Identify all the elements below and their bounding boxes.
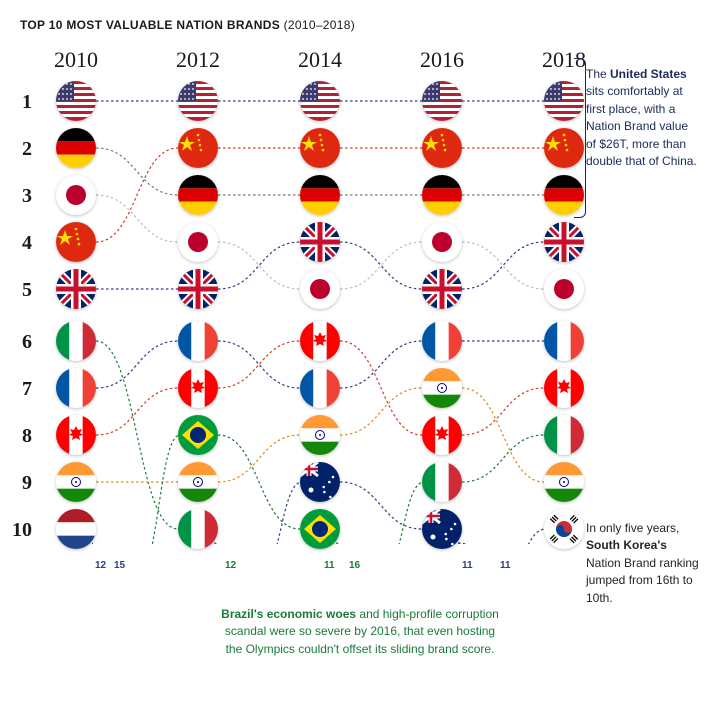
year-label: 2016 xyxy=(417,47,467,73)
flag-usa xyxy=(178,81,218,121)
flag-brazil xyxy=(300,509,340,549)
flag-netherlands xyxy=(56,509,96,549)
flag-usa xyxy=(422,81,462,121)
title-main: TOP 10 MOST VALUABLE NATION BRANDS xyxy=(20,18,280,32)
flag-australia xyxy=(300,462,340,502)
rank-label: 5 xyxy=(12,279,32,302)
flag-italy xyxy=(56,321,96,361)
flag-usa xyxy=(56,81,96,121)
flag-china xyxy=(422,128,462,168)
drop-rank-label: 12 xyxy=(95,560,106,571)
year-label: 2010 xyxy=(51,47,101,73)
flag-uk xyxy=(56,269,96,309)
rank-label: 7 xyxy=(12,378,32,401)
flag-india xyxy=(300,415,340,455)
flag-canada xyxy=(56,415,96,455)
flag-uk xyxy=(300,222,340,262)
flag-italy xyxy=(422,462,462,502)
flag-germany xyxy=(56,128,96,168)
rank-label: 2 xyxy=(12,138,32,161)
flag-japan xyxy=(56,175,96,215)
flag-france xyxy=(544,321,584,361)
year-label: 2014 xyxy=(295,47,345,73)
flag-china xyxy=(300,128,340,168)
drop-rank-label: 16 xyxy=(349,560,360,571)
year-label: 2012 xyxy=(173,47,223,73)
flag-canada xyxy=(178,368,218,408)
flag-japan xyxy=(544,269,584,309)
flag-india xyxy=(56,462,96,502)
flag-japan xyxy=(178,222,218,262)
flag-uk xyxy=(544,222,584,262)
flag-germany xyxy=(422,175,462,215)
flag-uk xyxy=(178,269,218,309)
flag-australia xyxy=(422,509,462,549)
flag-india xyxy=(422,368,462,408)
flag-canada xyxy=(300,321,340,361)
drop-rank-label: 12 xyxy=(225,560,236,571)
annotation-korea: In only five years, South Korea's Nation… xyxy=(586,520,701,607)
flag-italy xyxy=(544,415,584,455)
rank-label: 9 xyxy=(12,472,32,495)
flag-germany xyxy=(300,175,340,215)
annotation-usa: The United States sits comfortably at fi… xyxy=(586,66,701,170)
flag-canada xyxy=(544,368,584,408)
drop-rank-label: 11 xyxy=(462,560,473,571)
rank-label: 1 xyxy=(12,91,32,114)
flag-china xyxy=(56,222,96,262)
rank-label: 4 xyxy=(12,232,32,255)
rank-label: 8 xyxy=(12,425,32,448)
flag-brazil xyxy=(178,415,218,455)
flag-germany xyxy=(178,175,218,215)
flag-japan xyxy=(300,269,340,309)
flag-usa xyxy=(300,81,340,121)
flag-southkorea xyxy=(544,509,584,549)
flag-france xyxy=(422,321,462,361)
chart-title: TOP 10 MOST VALUABLE NATION BRANDS (2010… xyxy=(20,18,685,32)
rank-label: 10 xyxy=(12,519,32,542)
drop-rank-label: 11 xyxy=(500,560,511,571)
flag-china xyxy=(178,128,218,168)
flag-india xyxy=(178,462,218,502)
title-sub: (2010–2018) xyxy=(284,18,355,32)
flag-uk xyxy=(422,269,462,309)
flag-italy xyxy=(178,509,218,549)
flag-france xyxy=(178,321,218,361)
flag-france xyxy=(56,368,96,408)
flag-japan xyxy=(422,222,462,262)
rank-label: 3 xyxy=(12,185,32,208)
bump-chart: 2010201220142016201812345678910 xyxy=(38,46,590,544)
flag-france xyxy=(300,368,340,408)
drop-rank-label: 15 xyxy=(114,560,125,571)
flag-canada xyxy=(422,415,462,455)
flag-india xyxy=(544,462,584,502)
annotation-brazil: Brazil's economic woes and high-profile … xyxy=(215,606,505,658)
annotation-bracket-top xyxy=(574,58,586,218)
drop-rank-label: 11 xyxy=(324,560,335,571)
rank-label: 6 xyxy=(12,331,32,354)
